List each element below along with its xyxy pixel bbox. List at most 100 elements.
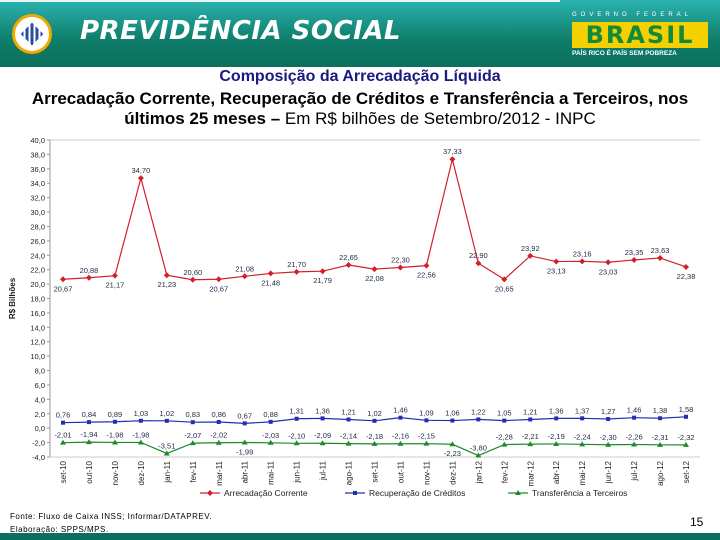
data-point: [267, 270, 274, 277]
data-label: 22,65: [339, 253, 358, 262]
data-label: -2,31: [651, 433, 668, 442]
data-point: [527, 252, 534, 259]
data-label: 1,02: [367, 409, 382, 418]
data-point: [657, 254, 664, 261]
source-note: Fonte: Fluxo de Caixa INSS; Informar/DAT…: [10, 512, 213, 521]
y-tick-label: 28,0: [30, 222, 45, 231]
data-label: -2,18: [366, 432, 383, 441]
data-label: 0,88: [263, 410, 278, 419]
data-point: [86, 420, 91, 425]
y-tick-label: 24,0: [30, 251, 45, 260]
data-point: [241, 273, 248, 280]
data-point: [371, 440, 378, 446]
data-point: [424, 418, 429, 423]
x-tick-label: dez-10: [137, 460, 146, 485]
previdencia-logo-icon: [12, 14, 52, 54]
data-label: 23,13: [547, 267, 566, 276]
data-point: [163, 450, 170, 456]
x-tick-label: ago-11: [345, 460, 354, 485]
y-tick-label: 18,0: [30, 295, 45, 304]
data-point: [450, 418, 455, 423]
data-label: 23,63: [651, 246, 670, 255]
data-point: [241, 439, 248, 445]
x-tick-label: fev-11: [189, 460, 198, 482]
data-label: 1,37: [575, 406, 590, 415]
data-label: 23,03: [599, 267, 618, 276]
data-point: [268, 419, 273, 424]
legend-label: Arrecadação Corrente: [224, 488, 308, 498]
legend-marker: [353, 491, 357, 495]
y-axis-label: R$ Bilhões: [8, 277, 17, 319]
x-tick-label: mar-11: [215, 460, 224, 485]
data-point: [579, 258, 586, 265]
data-point: [371, 266, 378, 273]
elaboration-note: Elaboração: SPPS/MPS.: [10, 525, 109, 534]
data-point: [112, 419, 117, 424]
data-point: [475, 260, 482, 267]
subtitle-bold: Arrecadação Corrente, Recuperação de Cré…: [31, 89, 689, 128]
footer-notes: Fonte: Fluxo de Caixa INSS; Informar/DAT…: [10, 510, 212, 536]
data-point: [60, 439, 66, 445]
data-point: [553, 258, 560, 265]
data-label: -2,09: [314, 431, 331, 440]
gov-slogan: PAÍS RICO É PAÍS SEM POBREZA: [572, 50, 677, 57]
data-point: [580, 416, 585, 421]
data-point: [190, 420, 195, 425]
data-label: 20,88: [80, 266, 99, 275]
data-point: [138, 418, 143, 423]
y-tick-label: 38,0: [30, 150, 45, 159]
brasil-logo: BRASIL: [572, 22, 708, 48]
data-label: 1,46: [627, 406, 642, 415]
data-label: 0,83: [185, 410, 200, 419]
data-label: 1,02: [160, 409, 175, 418]
x-tick-label: nov-11: [422, 460, 431, 484]
data-label: 1,31: [289, 407, 304, 416]
data-label: 1,06: [445, 409, 460, 418]
data-point: [397, 440, 404, 446]
data-label: 1,21: [523, 407, 538, 416]
data-point: [111, 272, 118, 279]
data-point: [137, 175, 144, 182]
data-label: 1,58: [679, 405, 694, 414]
data-label: 23,16: [573, 249, 592, 258]
data-label: 20,67: [54, 284, 73, 293]
data-point: [61, 420, 65, 425]
y-tick-label: 8,0: [35, 367, 45, 376]
data-label: 1,21: [341, 407, 356, 416]
data-label: 1,22: [471, 407, 486, 416]
data-label: -2,14: [340, 432, 357, 441]
data-label: 1,03: [134, 409, 149, 418]
data-point: [60, 276, 66, 283]
header-banner: PREVIDÊNCIA SOCIAL GOVERNO FEDERAL BRASI…: [0, 0, 720, 67]
data-label: -2,03: [262, 431, 279, 440]
data-point: [319, 268, 326, 275]
x-tick-label: abr-12: [552, 460, 561, 484]
x-tick-label: jun-12: [604, 460, 613, 484]
y-tick-label: 20,0: [30, 280, 45, 289]
data-label: -2,16: [392, 432, 409, 441]
data-point: [631, 441, 638, 447]
data-label: 0,86: [211, 410, 226, 419]
legend-marker: [207, 490, 213, 496]
data-label: -2,24: [574, 432, 591, 441]
data-point: [137, 439, 144, 445]
data-label: -3,51: [158, 441, 175, 450]
data-point: [658, 416, 663, 421]
data-point: [528, 417, 533, 422]
data-label: 0,84: [82, 410, 97, 419]
data-point: [293, 440, 300, 446]
data-label: 34,70: [131, 166, 150, 175]
data-point: [293, 268, 300, 275]
data-label: 37,33: [443, 147, 462, 156]
data-point: [475, 452, 482, 458]
line-chart: 40,0 38,0 36,0 34,0 32,0 30,0 28,0 26,0 24,0 22,0…: [8, 136, 700, 498]
data-label: -1,99: [236, 448, 253, 457]
data-label: 20,60: [183, 268, 202, 277]
y-tick-label: 36,0: [30, 165, 45, 174]
data-label: -1,98: [132, 430, 149, 439]
data-label: -2,15: [418, 432, 435, 441]
data-point: [527, 441, 534, 447]
data-point: [605, 259, 612, 266]
data-point: [85, 274, 92, 281]
data-point: [683, 263, 689, 270]
